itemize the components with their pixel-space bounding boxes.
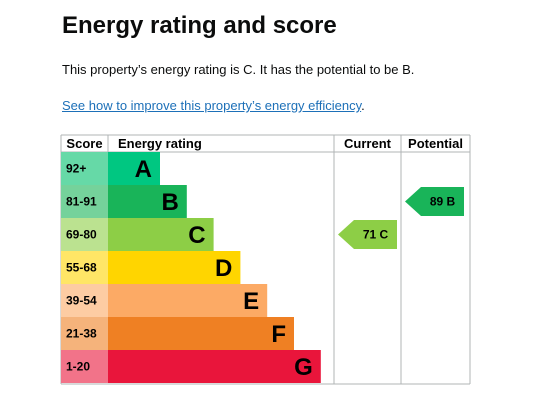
link-line: See how to improve this property’s energ…	[62, 98, 365, 113]
potential-band: B	[447, 195, 456, 209]
score-label: 81-91	[66, 195, 97, 209]
band-bar	[108, 284, 268, 317]
current-arrow	[338, 220, 397, 249]
potential-label: 89 B	[430, 195, 456, 209]
improve-link[interactable]: See how to improve this property’s energ…	[62, 98, 362, 113]
current-label: 71 C	[363, 228, 389, 242]
score-cell	[61, 350, 108, 383]
column-header: Potential	[408, 136, 463, 151]
score-label: 21-38	[66, 327, 97, 341]
band-bar	[108, 317, 294, 350]
score-label: 39-54	[66, 294, 97, 308]
band-letter: B	[161, 189, 178, 216]
band-letter: A	[135, 156, 152, 183]
band-letter: C	[188, 222, 205, 249]
band-letter: G	[294, 354, 313, 381]
band-letter: D	[215, 255, 232, 282]
score-label: 1-20	[66, 360, 90, 374]
score-cell	[61, 251, 108, 284]
band-bar	[108, 350, 321, 383]
band-bar	[108, 185, 187, 218]
score-label: 55-68	[66, 261, 97, 275]
column-header: Current	[344, 136, 392, 151]
band-bar	[108, 152, 160, 185]
score-cell	[61, 152, 108, 185]
band-bar	[108, 251, 241, 284]
score-cell	[61, 218, 108, 251]
score-cell	[61, 284, 108, 317]
link-suffix: .	[361, 98, 365, 113]
potential-arrow	[405, 187, 464, 216]
band-letter: E	[243, 288, 259, 315]
column-header: Energy rating	[118, 136, 202, 151]
potential-value: 89	[430, 195, 444, 209]
band-letter: F	[271, 321, 286, 348]
intro-text: This property’s energy rating is C. It h…	[62, 62, 415, 77]
score-label: 69-80	[66, 228, 97, 242]
current-band: C	[380, 228, 389, 242]
score-label: 92+	[66, 162, 86, 176]
page-title: Energy rating and score	[62, 12, 337, 39]
current-value: 71	[363, 228, 377, 242]
score-cell	[61, 185, 108, 218]
score-cell	[61, 317, 108, 350]
column-header: Score	[66, 136, 102, 151]
band-bar	[108, 218, 214, 251]
